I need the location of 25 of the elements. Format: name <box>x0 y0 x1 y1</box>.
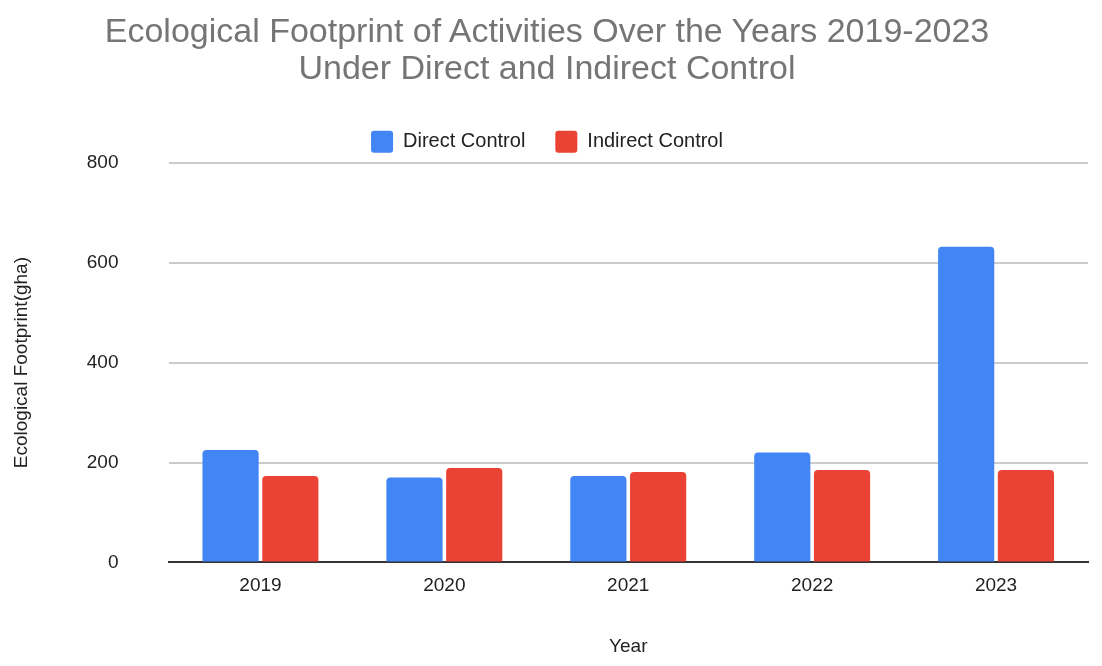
bar <box>262 475 319 562</box>
legend-label: Indirect Control <box>587 129 723 152</box>
bar <box>997 469 1055 562</box>
bar <box>202 450 259 562</box>
x-tick-label: 2022 <box>791 574 834 596</box>
bar <box>938 246 995 562</box>
x-tick-label: 2020 <box>423 574 466 596</box>
y-tick-label: 800 <box>86 151 119 173</box>
bar <box>630 471 687 562</box>
x-axis-title: Year <box>609 634 649 656</box>
chart-title: Ecological Footprint of Activities Over the Years 2019-2023 Under Direct and Indirect Control <box>104 11 990 87</box>
x-tick-label: 2023 <box>974 574 1018 596</box>
bar <box>754 452 811 562</box>
y-tick-label: 200 <box>86 450 119 472</box>
bar <box>446 468 503 562</box>
legend-label: Direct Control <box>403 129 526 152</box>
y-tick-label: 600 <box>86 250 119 272</box>
y-tick-label: 400 <box>86 350 119 372</box>
x-tick-label: 2019 <box>239 574 282 596</box>
bar <box>570 475 627 562</box>
y-tick-label: 0 <box>107 550 119 572</box>
bar <box>386 477 443 562</box>
bar <box>813 469 871 562</box>
x-tick-label: 2021 <box>607 574 650 596</box>
y-axis-title: Ecological Footprint(gha) <box>9 256 31 469</box>
